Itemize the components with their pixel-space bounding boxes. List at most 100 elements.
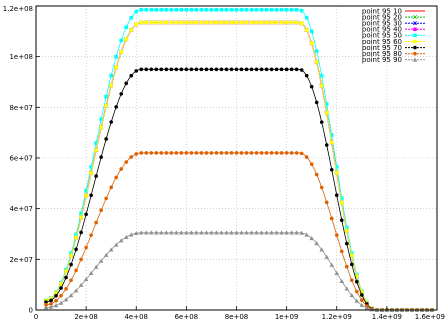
data-point <box>129 74 133 78</box>
data-point <box>275 151 279 155</box>
series-line <box>46 22 432 310</box>
data-point <box>250 68 254 72</box>
series-line <box>46 22 432 310</box>
data-point <box>109 120 113 124</box>
data-point <box>355 280 359 284</box>
data-point <box>260 151 264 155</box>
data-point <box>413 40 417 44</box>
data-point <box>220 151 224 155</box>
data-point <box>119 92 123 96</box>
data-point <box>64 276 68 280</box>
data-point <box>109 186 113 190</box>
data-point <box>180 68 184 72</box>
data-point <box>255 21 259 25</box>
data-point <box>330 168 334 172</box>
data-point <box>285 8 289 12</box>
data-point <box>290 8 294 12</box>
y-tick-label: 8e+07 <box>9 104 33 112</box>
data-point <box>64 269 68 273</box>
data-point <box>305 28 309 32</box>
data-point <box>165 151 169 155</box>
data-point <box>350 278 354 282</box>
data-point <box>160 8 164 12</box>
data-point <box>280 68 284 72</box>
data-point <box>270 151 274 155</box>
data-point <box>119 39 123 43</box>
x-tick-label: 8e+08 <box>225 313 249 320</box>
data-point <box>280 151 284 155</box>
data-point <box>320 186 324 190</box>
data-point <box>255 8 259 12</box>
data-point <box>413 34 417 38</box>
data-point <box>74 269 78 273</box>
data-point <box>104 104 108 108</box>
x-tick-label: 4e+08 <box>124 313 148 320</box>
data-point <box>104 137 108 141</box>
data-point <box>325 201 329 205</box>
data-point <box>129 16 133 20</box>
data-point <box>195 151 199 155</box>
data-point <box>230 8 234 12</box>
data-point <box>215 68 219 72</box>
data-point <box>114 55 118 59</box>
data-point <box>89 233 93 237</box>
data-point <box>69 263 73 267</box>
data-point <box>330 141 334 145</box>
data-point <box>149 151 153 155</box>
data-point <box>79 258 83 262</box>
data-point <box>215 151 219 155</box>
data-point <box>114 66 118 70</box>
data-point <box>255 151 259 155</box>
data-point <box>280 8 284 12</box>
data-point <box>413 15 417 19</box>
data-point <box>124 160 128 164</box>
data-point <box>165 8 169 12</box>
data-point <box>144 68 148 72</box>
data-point <box>139 68 143 72</box>
data-point <box>190 151 194 155</box>
data-point <box>265 68 269 72</box>
data-point <box>325 111 329 115</box>
data-point <box>255 68 259 72</box>
data-point <box>265 151 269 155</box>
data-point <box>265 21 269 25</box>
x-tick-label: 6e+08 <box>175 313 199 320</box>
data-point <box>275 21 279 25</box>
data-point <box>94 148 98 152</box>
data-point <box>49 299 53 303</box>
data-point <box>99 126 103 130</box>
data-point <box>285 68 289 72</box>
data-point <box>235 151 239 155</box>
data-point <box>340 250 344 254</box>
series-line <box>46 22 432 310</box>
data-point <box>215 21 219 25</box>
data-point <box>300 68 304 72</box>
data-point <box>310 162 314 166</box>
data-point <box>290 151 294 155</box>
data-point <box>155 68 159 72</box>
data-point <box>89 194 93 198</box>
data-point <box>295 21 299 25</box>
data-point <box>195 8 199 12</box>
data-point <box>114 105 118 109</box>
data-point <box>109 74 113 78</box>
data-point <box>413 52 417 56</box>
data-point <box>175 8 179 12</box>
data-point <box>205 68 209 72</box>
data-point <box>250 8 254 12</box>
data-point <box>225 8 229 12</box>
data-point <box>260 68 264 72</box>
legend-label: point 95 90 <box>362 56 402 64</box>
data-point <box>275 68 279 72</box>
data-point <box>74 248 78 252</box>
data-point <box>64 287 68 291</box>
data-point <box>165 68 169 72</box>
data-point <box>315 101 319 105</box>
data-point <box>315 173 319 177</box>
data-point <box>175 21 179 25</box>
data-point <box>160 151 164 155</box>
x-tick-label: 1e+09 <box>275 313 299 320</box>
data-point <box>190 21 194 25</box>
data-point <box>149 21 153 25</box>
